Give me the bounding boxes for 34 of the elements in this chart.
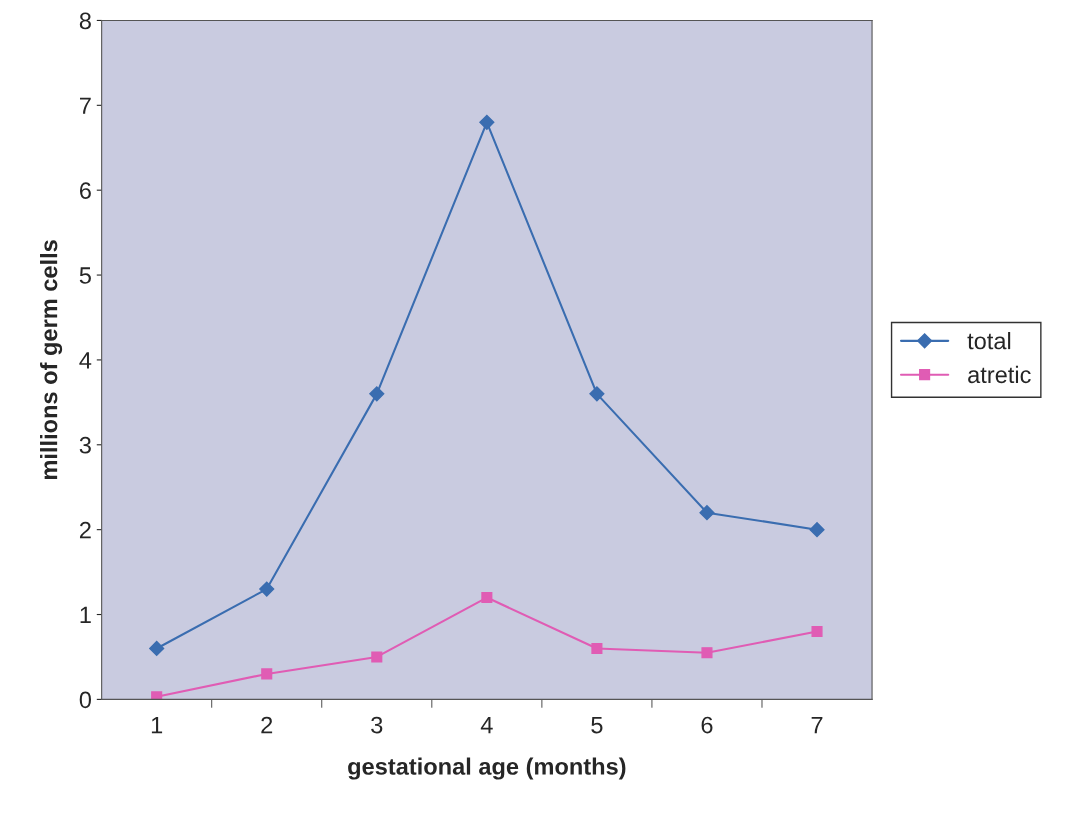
point xyxy=(589,386,605,402)
x-tick-label: 1 xyxy=(151,716,163,734)
x-tick-label: 5 xyxy=(591,716,603,734)
point xyxy=(259,581,275,597)
legend-label: total xyxy=(967,332,1011,350)
y-tick-label: 4 xyxy=(79,352,92,369)
y-axis-title: millions of germ cells xyxy=(40,240,63,480)
x-tick-label: 3 xyxy=(371,716,383,734)
point xyxy=(371,651,383,663)
point xyxy=(261,668,273,680)
point xyxy=(811,625,823,638)
point xyxy=(151,691,163,700)
x-tick-label: 4 xyxy=(480,716,493,734)
point xyxy=(699,505,715,521)
y-tick-label: 1 xyxy=(80,606,91,624)
point xyxy=(149,640,165,657)
legend-label: atretic xyxy=(968,365,1031,384)
y-tick-label: 5 xyxy=(79,267,91,284)
point xyxy=(809,522,825,538)
point xyxy=(479,114,495,130)
y-tick-label: 3 xyxy=(79,436,91,454)
y-tick-label: 6 xyxy=(80,182,91,199)
y-tick-label: 2 xyxy=(79,521,91,539)
point xyxy=(481,591,493,604)
y-tick-label: 8 xyxy=(79,12,91,30)
x-tick-label: 2 xyxy=(261,716,273,734)
x-tick-label: 6 xyxy=(701,716,713,734)
point xyxy=(591,642,603,655)
x-tick-label: 7 xyxy=(811,716,823,734)
y-tick-label: 7 xyxy=(80,97,91,114)
x-axis-title: gestational age (months) xyxy=(348,757,626,780)
point xyxy=(701,647,713,659)
point xyxy=(369,386,385,402)
y-tick-label: 0 xyxy=(79,691,92,709)
